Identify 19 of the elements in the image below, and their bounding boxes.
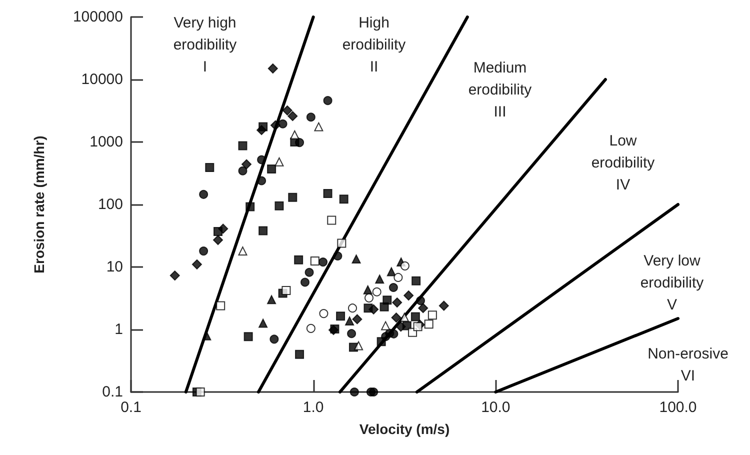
annotation: Low erodibility IV: [591, 132, 656, 194]
x-axis-title: Velocity (m/s): [359, 421, 450, 437]
x-tick-label: 1.0: [302, 399, 324, 416]
y-axis-title: Erosion rate (mm/hr): [31, 136, 47, 274]
y-tick-label: 10000: [81, 71, 123, 88]
x-tick-label: 10.0: [481, 399, 510, 416]
y-tick-label: 10: [106, 258, 123, 276]
y-tick-label: 1000: [90, 134, 123, 150]
annotation: Very low erodibility V: [640, 252, 704, 314]
x-tick-label: 0.1: [120, 399, 142, 416]
annotation: Non-erosive VI: [648, 346, 728, 384]
annotation: High erodibility II: [342, 14, 406, 76]
y-tick-label: 100000: [72, 8, 123, 26]
y-tick-label: 100: [98, 196, 123, 213]
y-tick-label: 1: [114, 321, 123, 338]
annotation: Medium erodibility III: [468, 60, 532, 120]
annotation: Very high erodibility I: [173, 14, 238, 76]
x-tick-label: 100.0: [659, 399, 697, 416]
y-tick-label: 0.1: [102, 384, 123, 400]
